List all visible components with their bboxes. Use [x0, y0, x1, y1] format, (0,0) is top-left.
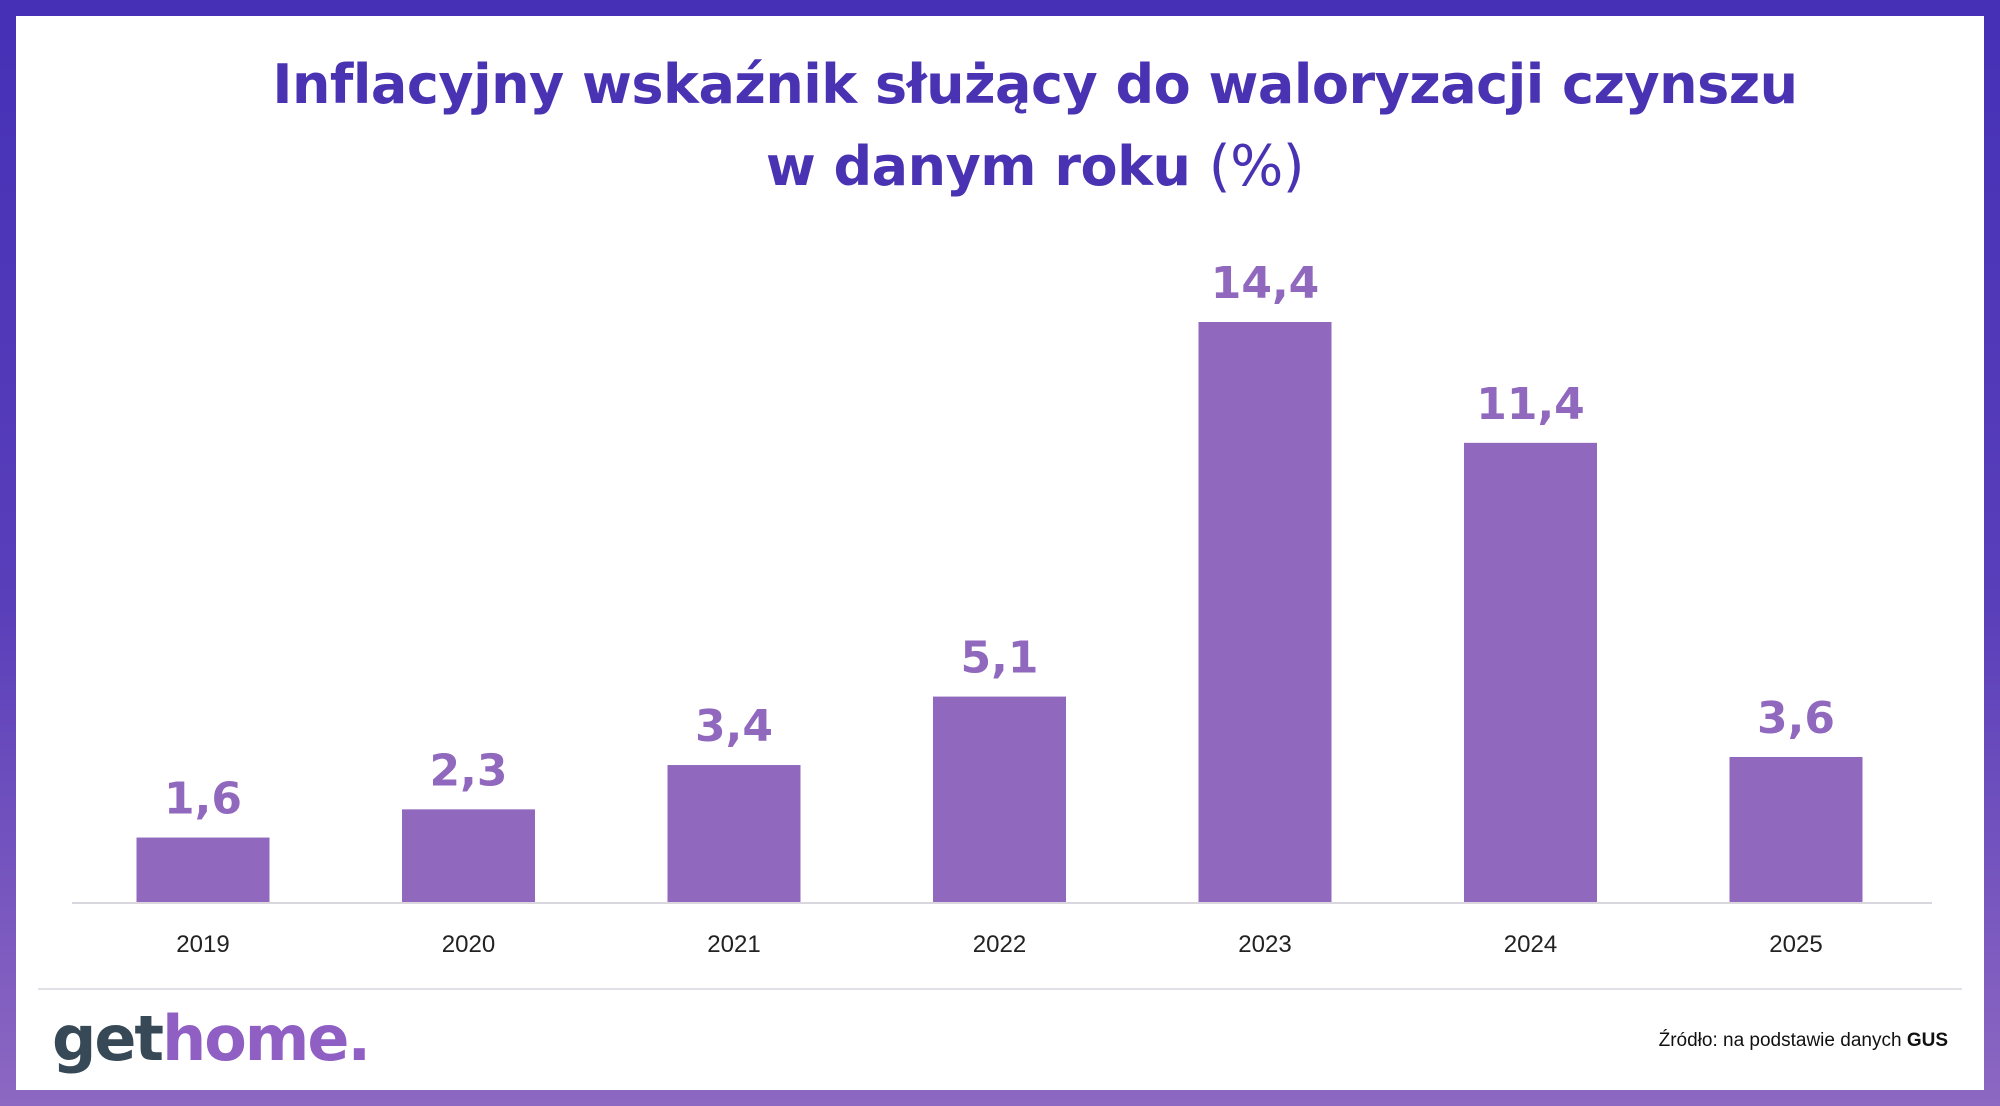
source-name: GUS	[1906, 1030, 1948, 1051]
bar-2025	[1729, 757, 1863, 902]
x-tick-label-2020: 2020	[442, 931, 495, 958]
bar-2020	[402, 809, 535, 902]
value-labels-layer: 1,6 2,3 3,4 5,1 14,4 11,4 3,6	[164, 258, 1835, 825]
value-label-2019: 1,6	[164, 774, 242, 825]
x-tick-label-2025: 2025	[1769, 931, 1822, 958]
chart-title-unit: (%)	[1208, 134, 1305, 199]
gethome-logo: gethome.	[52, 996, 371, 1082]
bars-layer	[136, 322, 1863, 902]
logo-part-get: get	[52, 1002, 164, 1075]
bar-2022	[933, 696, 1066, 902]
x-tick-label-2023: 2023	[1238, 931, 1291, 958]
chart-title: Inflacyjny wskaźnik służący do waloryzac…	[0, 44, 2000, 208]
chart-title-main: w danym roku	[765, 135, 1191, 198]
source-note: Źródło: na podstawie danych GUS	[1659, 1030, 1948, 1052]
value-label-2025: 3,6	[1757, 693, 1835, 744]
footer-divider	[38, 988, 1962, 990]
source-prefix: Źródło: na podstawie danych	[1658, 1030, 1907, 1051]
value-label-2020: 2,3	[430, 745, 508, 796]
bar-2021	[667, 765, 801, 902]
bar-2023	[1198, 322, 1332, 902]
value-label-2021: 3,4	[695, 701, 773, 752]
chart-title-line-1: Inflacyjny wskaźnik służący do waloryzac…	[272, 53, 1798, 116]
bar-2024	[1464, 442, 1597, 902]
value-label-2022: 5,1	[961, 633, 1039, 684]
tick-labels-layer: 2019 2020 2021 2022 2023 2024 2025	[176, 931, 1822, 958]
chart-panel	[16, 16, 1984, 1090]
value-label-2024: 11,4	[1476, 379, 1585, 430]
logo-part-home: home.	[162, 1002, 371, 1075]
value-label-2023: 14,4	[1211, 258, 1320, 309]
bar-2019	[136, 837, 270, 902]
chart-title-line-2: w danym roku (%)	[0, 126, 2000, 208]
x-tick-label-2021: 2021	[707, 931, 760, 958]
x-tick-label-2022: 2022	[973, 931, 1026, 958]
x-tick-label-2019: 2019	[176, 931, 229, 958]
x-tick-label-2024: 2024	[1504, 931, 1557, 958]
